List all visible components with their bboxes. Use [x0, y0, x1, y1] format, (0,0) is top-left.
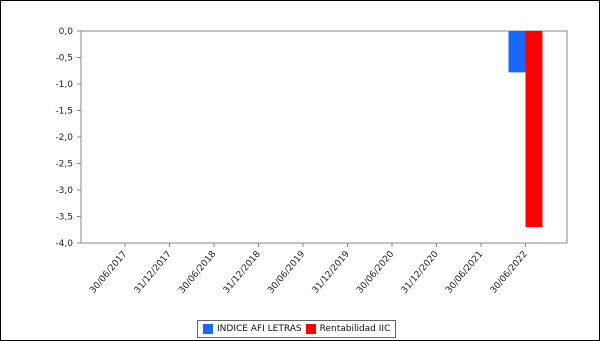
y-tick-label: -2,0: [55, 133, 73, 143]
y-tick-label: -2,5: [55, 160, 73, 170]
x-tick-label: 30/06/2020: [355, 249, 396, 295]
x-tick-label: 30/06/2019: [266, 249, 307, 295]
bar-indice-afi-letras: [508, 31, 526, 73]
x-tick-label: 31/12/2018: [222, 249, 263, 295]
x-tick-label: 30/06/2018: [177, 249, 218, 295]
y-tick-label: -4,0: [55, 239, 73, 249]
x-tick-label: 31/12/2017: [133, 250, 174, 296]
x-tick-label: 31/12/2019: [311, 249, 352, 295]
legend-item: INDICE AFI LETRAS: [203, 324, 302, 334]
plot-area: [80, 30, 568, 244]
legend-label: Rentabilidad IIC: [319, 324, 391, 334]
y-tick-label: 0,0: [59, 27, 74, 37]
bars: [508, 31, 543, 228]
legend-swatch: [203, 324, 213, 334]
y-tick-label: -0,5: [55, 54, 73, 64]
bar-rentabilidad-iic: [525, 31, 543, 228]
x-tick-label: 31/12/2020: [400, 249, 441, 295]
y-tick-label: -1,5: [55, 107, 73, 117]
legend: INDICE AFI LETRAS Rentabilidad IIC: [197, 320, 397, 338]
legend-label: INDICE AFI LETRAS: [217, 324, 302, 334]
x-tick-label: 30/06/2021: [444, 250, 485, 296]
x-axis-ticks: 30/06/2017 31/12/2017 30/06/2018 31/12/2018…: [88, 243, 530, 296]
y-axis-ticks: 0,0 -0,5 -1,0 -1,5 -2,0 -2,5 -3,0 -3,5 -4,0: [55, 27, 81, 249]
y-tick-label: -3,0: [55, 186, 73, 196]
legend-item: Rentabilidad IIC: [305, 324, 391, 334]
y-tick-label: -1,0: [55, 80, 73, 90]
legend-swatch: [305, 324, 316, 334]
y-tick-label: -3,5: [55, 213, 73, 223]
x-tick-label: 30/06/2022: [489, 250, 530, 296]
x-tick-label: 30/06/2017: [88, 250, 129, 296]
axes: [80, 30, 568, 244]
